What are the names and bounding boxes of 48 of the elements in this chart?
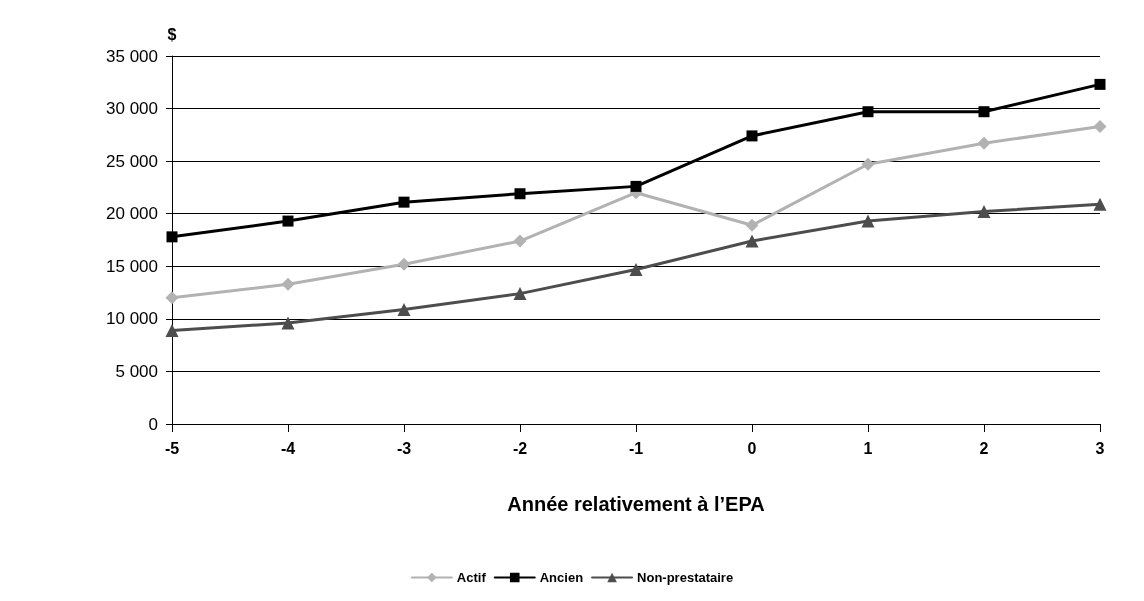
point	[745, 218, 759, 232]
point	[514, 188, 526, 200]
point	[861, 214, 875, 228]
point	[862, 106, 874, 118]
point	[281, 277, 295, 291]
y-tick-label: 5 000	[115, 361, 158, 381]
point	[282, 215, 294, 227]
point	[629, 262, 643, 276]
legend-label: Non-prestataire	[637, 570, 734, 585]
point	[861, 157, 875, 171]
point	[1094, 78, 1106, 90]
point	[281, 316, 295, 330]
y-tick-label: 10 000	[106, 309, 158, 329]
point	[746, 130, 758, 142]
y-tick-label: 35 000	[106, 46, 158, 66]
x-tick-label: -5	[164, 439, 180, 457]
point	[397, 257, 411, 271]
point	[513, 287, 527, 301]
point	[1093, 119, 1107, 133]
point	[977, 136, 991, 150]
point	[397, 302, 411, 316]
y-tick-label: 30 000	[106, 99, 158, 119]
point	[513, 234, 527, 248]
x-tick-label: 0	[747, 439, 757, 457]
y-tick-label: 15 000	[106, 256, 158, 276]
point	[630, 180, 642, 192]
y-tick-label: 25 000	[106, 151, 158, 171]
y-tick-label: 0	[148, 414, 158, 434]
point	[978, 106, 990, 118]
point	[977, 205, 991, 219]
point	[745, 234, 759, 248]
x-tick-label: 1	[863, 439, 873, 457]
x-tick-label: -3	[396, 439, 412, 457]
x-tick-label: -4	[280, 439, 296, 457]
x-tick-label: -1	[628, 439, 644, 457]
y-axis-title: $	[167, 25, 177, 43]
point	[398, 196, 410, 208]
point	[165, 323, 179, 337]
x-tick-label: 2	[979, 439, 989, 457]
legend-label: Ancien	[539, 570, 584, 585]
legend-label: Actif	[456, 570, 487, 585]
x-axis-title: Année relativement à l’EPA	[507, 493, 765, 515]
point	[166, 231, 178, 243]
x-tick-label: 3	[1095, 439, 1105, 457]
point	[1093, 197, 1107, 211]
point	[165, 291, 179, 305]
y-tick-label: 20 000	[106, 204, 158, 224]
x-tick-label: -2	[512, 439, 528, 457]
